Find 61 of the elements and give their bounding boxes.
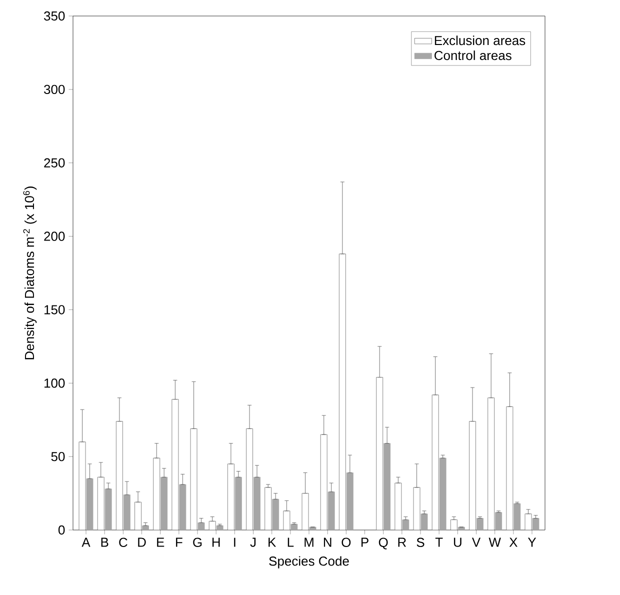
x-tick-label: J bbox=[250, 538, 256, 547]
bar bbox=[246, 428, 253, 530]
bar bbox=[488, 398, 495, 530]
x-tick-label: K bbox=[268, 538, 276, 547]
x-tick-label: M bbox=[304, 538, 314, 547]
x-tick-label: V bbox=[472, 538, 481, 547]
bar bbox=[134, 502, 142, 530]
bar bbox=[394, 482, 402, 530]
x-tick-label: H bbox=[212, 538, 220, 547]
legend-label: Control areas bbox=[434, 50, 512, 60]
x-tick-label: X bbox=[509, 538, 518, 547]
x-tick-label: E bbox=[157, 538, 164, 547]
x-tick-label: B bbox=[101, 538, 108, 547]
bar bbox=[172, 399, 179, 530]
x-tick-label: R bbox=[398, 538, 406, 547]
bar bbox=[338, 254, 346, 530]
y-tick-label: 200 bbox=[44, 232, 65, 241]
x-axis-title: Species Code bbox=[269, 556, 349, 568]
x-tick-label: S bbox=[416, 538, 424, 548]
y-tick-label: 0 bbox=[58, 525, 65, 535]
bar bbox=[506, 406, 514, 530]
x-tick-label: G bbox=[193, 538, 202, 548]
bar bbox=[413, 487, 420, 530]
x-tick-label: D bbox=[138, 538, 146, 547]
bar bbox=[190, 428, 198, 530]
bar bbox=[283, 510, 290, 530]
bar bbox=[227, 464, 234, 530]
x-tick-label: O bbox=[342, 538, 351, 548]
y-axis-title: Density of Diatoms m$^{-2}$ (x 10$^{6}$) bbox=[23, 186, 37, 360]
bar bbox=[116, 421, 123, 530]
x-tick-label: W bbox=[488, 538, 501, 547]
x-tick-label: Q bbox=[378, 538, 388, 550]
x-tick-label: I bbox=[234, 538, 236, 547]
x-tick-label: U bbox=[454, 538, 462, 547]
bar bbox=[450, 520, 458, 530]
x-tick-label: N bbox=[324, 538, 332, 547]
bar bbox=[97, 476, 104, 530]
y-tick-label: 350 bbox=[44, 11, 65, 21]
x-tick-label: A bbox=[82, 538, 90, 547]
y-tick-label: 100 bbox=[44, 378, 65, 388]
x-tick-label: F bbox=[176, 538, 182, 547]
bar bbox=[302, 493, 309, 530]
bar bbox=[376, 377, 384, 530]
x-tick-label: T bbox=[435, 538, 443, 547]
y-tick-label: 300 bbox=[44, 84, 65, 94]
bar bbox=[264, 487, 272, 530]
bar bbox=[320, 434, 328, 530]
x-tick-label: Y bbox=[528, 538, 536, 547]
x-tick-label: C bbox=[119, 538, 128, 548]
bar bbox=[208, 520, 216, 530]
bar bbox=[524, 514, 532, 530]
x-tick-label: L bbox=[288, 538, 294, 547]
bar bbox=[432, 394, 439, 530]
y-tick-label: 250 bbox=[44, 158, 65, 168]
bar bbox=[78, 442, 86, 530]
bar bbox=[469, 421, 476, 530]
legend-label: Exclusion areas bbox=[434, 36, 526, 46]
x-tick-label: P bbox=[361, 538, 368, 547]
y-tick-label: 50 bbox=[51, 452, 65, 462]
bar bbox=[153, 458, 160, 530]
y-tick-label: 150 bbox=[44, 305, 65, 314]
